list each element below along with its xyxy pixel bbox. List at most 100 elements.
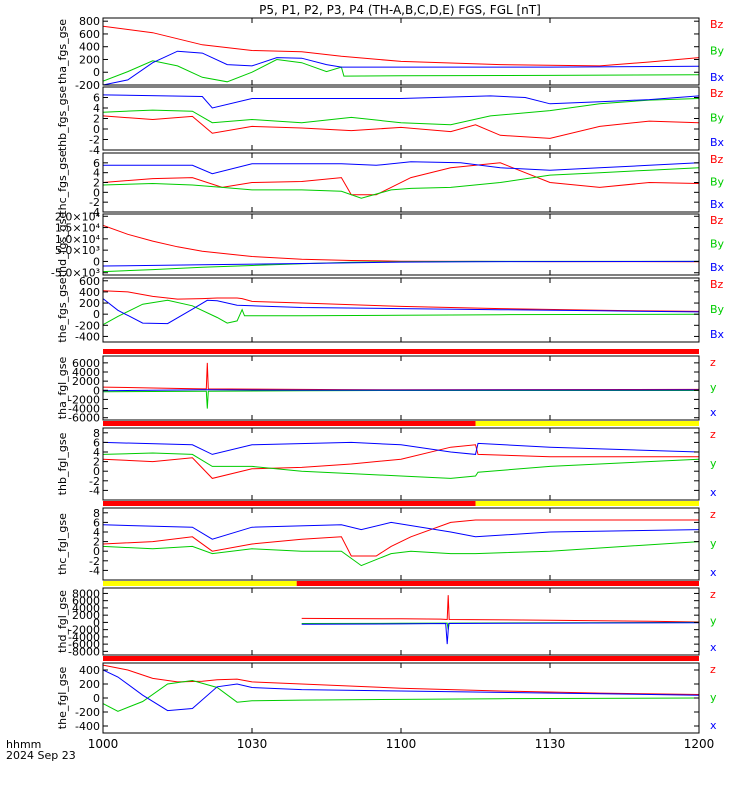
- y-tick-label: 400: [79, 286, 100, 299]
- series-group: [103, 224, 699, 273]
- quality-bar: [475, 501, 699, 506]
- legend-label-x: x: [710, 486, 717, 499]
- y-tick-label: 5.0×10³: [55, 244, 100, 257]
- legend-label-Bz: Bz: [710, 278, 724, 291]
- y-tick-label: 2000: [72, 375, 100, 388]
- y-tick-label: 6000: [72, 357, 100, 370]
- legend-label-By: By: [710, 45, 725, 58]
- panel-frame: [102, 213, 700, 276]
- series-line-x: [103, 669, 699, 712]
- y-tick-label: -4000: [68, 631, 100, 644]
- quality-bar: [103, 349, 699, 354]
- legend-label-By: By: [710, 112, 725, 125]
- series-line-y: [103, 541, 699, 567]
- y-tick-label: 600: [79, 275, 100, 288]
- y-tick-label: -4: [89, 206, 100, 219]
- y-tick-label: 400: [79, 41, 100, 54]
- time-label: hhmm: [6, 738, 41, 751]
- series-line-Bz: [103, 162, 699, 196]
- y-tick-label: -400: [75, 720, 100, 733]
- series-line-x: [301, 622, 699, 645]
- panel-frame: [102, 587, 700, 656]
- y-tick-label: 4000: [72, 602, 100, 615]
- legend-label-Bx: Bx: [710, 328, 725, 341]
- series-line-Bx: [103, 94, 699, 109]
- quality-bar: [103, 656, 699, 661]
- y-tick-label: -200: [75, 79, 100, 92]
- series-group: [301, 595, 699, 645]
- legend-label-Bx: Bx: [710, 261, 725, 274]
- y-tick-label: 200: [79, 678, 100, 691]
- legend-label-x: x: [710, 566, 717, 579]
- x-tick-label: 1130: [535, 737, 566, 751]
- series-line-z: [103, 362, 699, 391]
- time-axis: hhmm 2024 Sep 23 1000 1030 1100 1130 1200: [6, 737, 714, 762]
- series-line-By: [103, 98, 699, 126]
- quality-bar: [475, 421, 699, 426]
- y-axis-label: thd_fgl_gse: [56, 590, 69, 653]
- y-tick-label: -2000: [68, 393, 100, 406]
- series-line-Bx: [103, 161, 699, 175]
- legend-label-y: y: [710, 457, 717, 470]
- legend-label-By: By: [710, 303, 725, 316]
- y-tick-label: -8000: [68, 645, 100, 658]
- series-line-By: [103, 299, 699, 326]
- y-tick-label: 0: [93, 465, 100, 478]
- y-tick-label: 4000: [72, 366, 100, 379]
- legend-label-x: x: [710, 719, 717, 732]
- y-tick-label: 4: [93, 446, 100, 459]
- y-axis-label: the_fgl_gse: [56, 667, 69, 730]
- series-line-x: [103, 521, 699, 540]
- y-tick-label: 2.0×10⁴: [55, 210, 101, 223]
- y-tick-label: -400: [75, 330, 100, 343]
- series-line-By: [103, 58, 699, 83]
- panel-4: 2.0×10⁴1.5×10⁴1.0×10⁴5.0×10³0-5.0×10³thd…: [51, 210, 725, 279]
- date-label: 2024 Sep 23: [6, 749, 76, 762]
- y-tick-label: 8: [93, 427, 100, 440]
- series-group: [103, 519, 699, 567]
- series-group: [103, 290, 699, 326]
- y-axis-label: thc_fgl_gse: [56, 513, 69, 575]
- series-line-By: [103, 167, 699, 199]
- y-tick-label: 0: [93, 308, 100, 321]
- y-axis-label: the_fgs_gse: [56, 277, 69, 342]
- legend-label-z: z: [710, 588, 716, 601]
- y-tick-label: 1.5×10⁴: [55, 222, 101, 235]
- x-tick-label: 1030: [237, 737, 268, 751]
- y-axis-label: tha_fgl_gse: [56, 357, 69, 420]
- series-group: [103, 362, 699, 409]
- legend-label-y: y: [710, 691, 717, 704]
- y-tick-label: 6: [93, 436, 100, 449]
- series-line-z: [103, 519, 699, 557]
- series-line-Bz: [103, 224, 699, 263]
- series-line-z: [301, 595, 699, 623]
- legend-label-By: By: [710, 176, 725, 189]
- y-tick-label: 0: [93, 616, 100, 629]
- y-tick-label: 2: [93, 113, 100, 126]
- legend-label-y: y: [710, 381, 717, 394]
- y-tick-label: 800: [79, 15, 100, 28]
- legend-label-x: x: [710, 641, 717, 654]
- y-tick-label: 0: [93, 384, 100, 397]
- y-tick-label: -2: [89, 475, 100, 488]
- quality-bars-group: [103, 349, 699, 661]
- legend-label-z: z: [710, 508, 716, 521]
- y-tick-label: 8000: [72, 587, 100, 600]
- series-line-y: [103, 679, 699, 712]
- x-tick-label: 1000: [88, 737, 119, 751]
- y-tick-label: 4: [93, 102, 100, 115]
- series-line-Bx: [103, 260, 699, 267]
- y-tick-label: 0: [93, 255, 100, 268]
- y-tick-label: 0: [93, 186, 100, 199]
- series-line-y: [103, 390, 699, 409]
- y-tick-label: 4: [93, 526, 100, 539]
- y-tick-label: -6000: [68, 412, 100, 425]
- y-tick-label: -2: [89, 555, 100, 568]
